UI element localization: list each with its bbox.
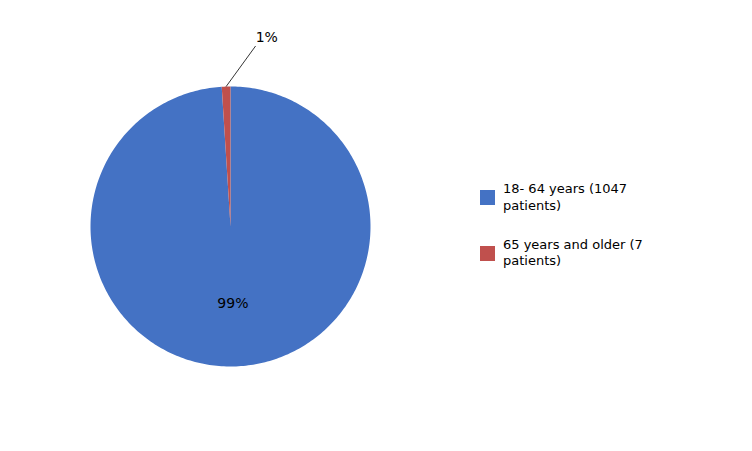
html-text:65 years and older (7 patients: 65 years and older (7 patients) xyxy=(503,236,643,269)
html-text:18- 64 years (1047 patients): 18- 64 years (1047 patients) xyxy=(503,180,628,213)
svg-text:99%: 99% xyxy=(217,294,248,310)
svg-text:1%: 1% xyxy=(256,29,278,45)
